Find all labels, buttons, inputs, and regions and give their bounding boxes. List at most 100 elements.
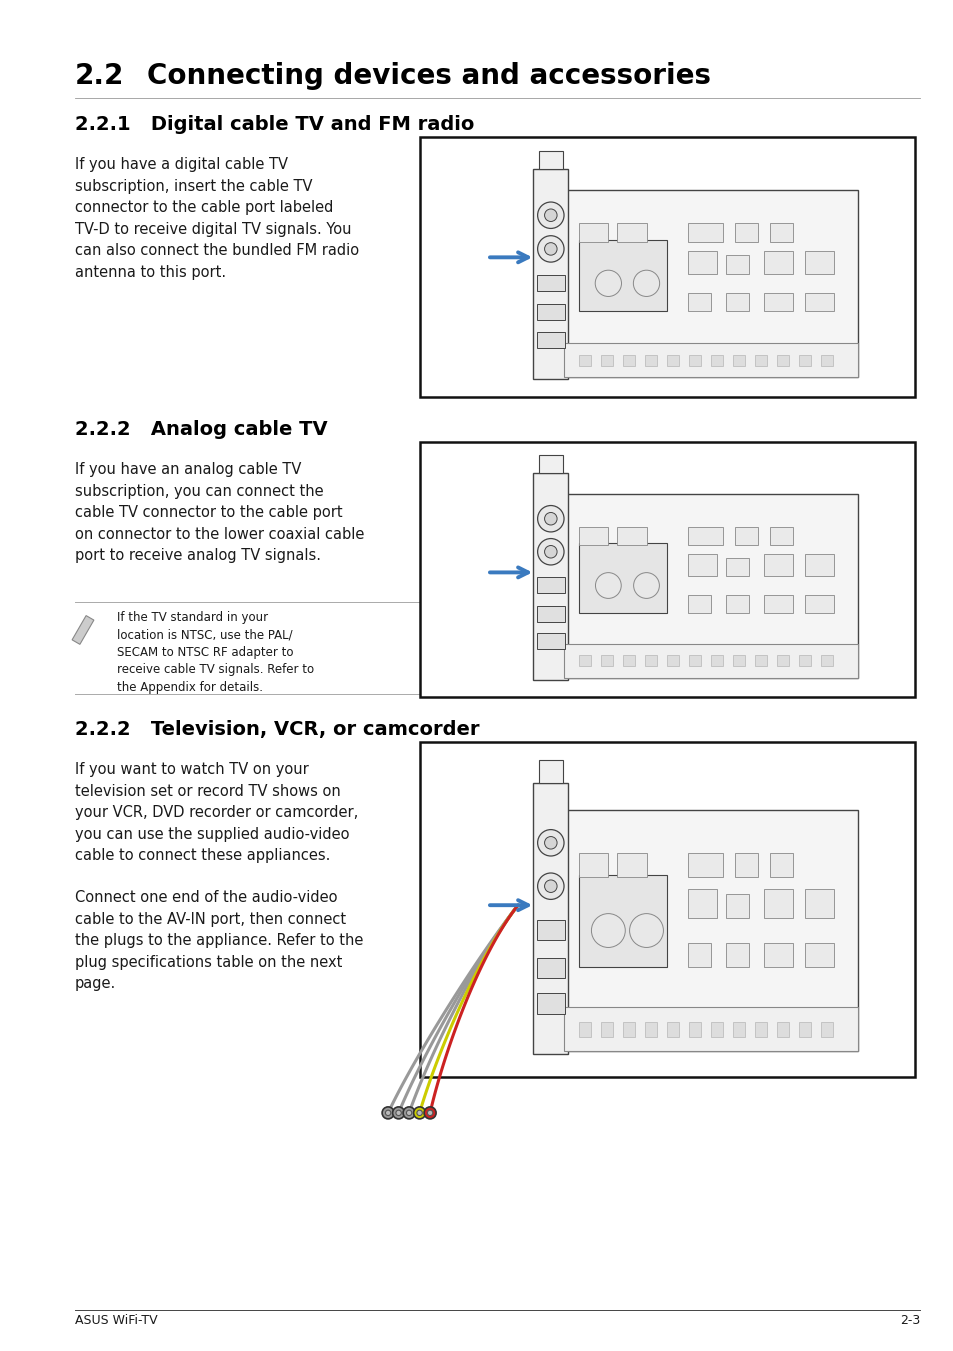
Bar [644, 655, 656, 666]
Text: ASUS WiFi-TV: ASUS WiFi-TV [75, 1315, 157, 1327]
Bar [732, 655, 744, 666]
Bar [419, 442, 914, 697]
Bar [688, 354, 700, 366]
Bar [578, 854, 608, 877]
Bar [687, 943, 710, 967]
Text: 2.2.1   Digital cable TV and FM radio: 2.2.1 Digital cable TV and FM radio [75, 115, 474, 134]
Bar [578, 223, 608, 242]
Text: Connecting devices and accessories: Connecting devices and accessories [147, 62, 710, 91]
Bar [804, 943, 834, 967]
Bar [763, 251, 792, 274]
Bar [537, 958, 564, 978]
Bar [537, 634, 564, 648]
Circle shape [544, 209, 557, 222]
Circle shape [537, 873, 563, 900]
Bar [666, 354, 679, 366]
Bar [725, 894, 748, 919]
Bar [777, 1023, 788, 1038]
Bar [578, 240, 666, 312]
Bar [687, 223, 722, 242]
Bar [419, 136, 914, 397]
Bar [732, 1023, 744, 1038]
Bar [578, 527, 608, 544]
Text: If the TV standard in your
location is NTSC, use the PAL/
SECAM to NTSC RF adapt: If the TV standard in your location is N… [117, 611, 314, 694]
Circle shape [424, 1106, 436, 1119]
Circle shape [385, 1111, 391, 1116]
Circle shape [633, 573, 659, 598]
Bar [804, 554, 834, 577]
Bar [622, 1023, 634, 1038]
Bar [666, 655, 679, 666]
Bar [617, 223, 646, 242]
Bar [821, 354, 832, 366]
Bar [804, 293, 834, 312]
Bar [537, 607, 564, 621]
Bar [687, 889, 716, 919]
Bar [725, 558, 748, 577]
Circle shape [544, 546, 557, 558]
Bar [734, 854, 758, 877]
Circle shape [406, 1111, 412, 1116]
Bar [734, 223, 758, 242]
Bar [687, 854, 722, 877]
Bar [538, 455, 562, 473]
Text: 2.2: 2.2 [75, 62, 124, 91]
Bar [564, 343, 857, 377]
Circle shape [633, 270, 659, 296]
Bar [644, 1023, 656, 1038]
Circle shape [537, 203, 563, 228]
Circle shape [595, 270, 620, 296]
Bar [799, 1023, 810, 1038]
Bar [564, 189, 857, 377]
Bar [763, 943, 792, 967]
Bar [564, 493, 857, 677]
Bar [710, 354, 722, 366]
Bar [763, 889, 792, 919]
Circle shape [395, 1111, 401, 1116]
Bar [777, 354, 788, 366]
Bar [754, 1023, 766, 1038]
Bar [537, 577, 564, 593]
Bar [600, 354, 612, 366]
Bar [600, 655, 612, 666]
Bar [687, 251, 716, 274]
Bar [600, 1023, 612, 1038]
Bar [578, 1023, 590, 1038]
Circle shape [544, 880, 557, 893]
Bar [763, 293, 792, 312]
Bar [734, 527, 758, 544]
Bar [687, 554, 716, 577]
Bar [72, 616, 93, 644]
Bar [419, 742, 914, 1077]
Bar [804, 251, 834, 274]
Bar [537, 993, 564, 1013]
Bar [725, 255, 748, 274]
Bar [578, 543, 666, 613]
Bar [533, 169, 568, 380]
Bar [821, 655, 832, 666]
Bar [799, 354, 810, 366]
Circle shape [537, 539, 563, 565]
Bar [564, 1008, 857, 1051]
Circle shape [393, 1106, 404, 1119]
Bar [537, 304, 564, 320]
Bar [537, 276, 564, 290]
Bar [644, 354, 656, 366]
Bar [799, 655, 810, 666]
Bar [732, 354, 744, 366]
Circle shape [414, 1106, 425, 1119]
Bar [710, 1023, 722, 1038]
Bar [725, 293, 748, 312]
Bar [687, 293, 710, 312]
Bar [687, 594, 710, 613]
Bar [777, 655, 788, 666]
Bar [754, 354, 766, 366]
Bar [688, 655, 700, 666]
Bar [804, 889, 834, 919]
Circle shape [537, 505, 563, 532]
Bar [578, 655, 590, 666]
Circle shape [427, 1111, 433, 1116]
Text: If you have a digital cable TV
subscription, insert the cable TV
connector to th: If you have a digital cable TV subscript… [75, 157, 358, 280]
Bar [710, 655, 722, 666]
Circle shape [629, 913, 662, 947]
